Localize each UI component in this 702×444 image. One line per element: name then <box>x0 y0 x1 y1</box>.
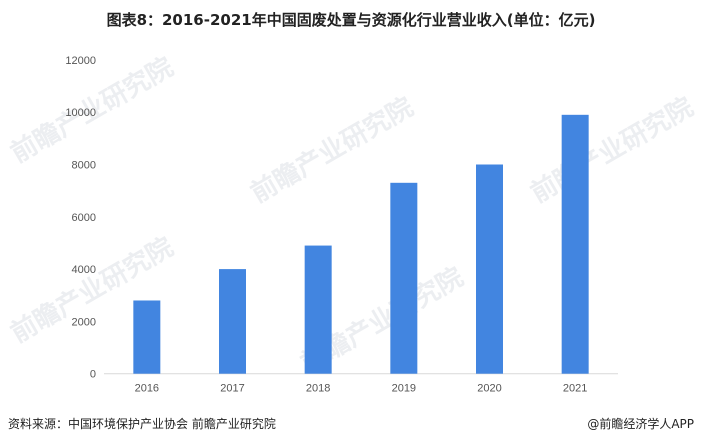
y-tick-label: 4000 <box>72 264 96 276</box>
x-tick-label: 2016 <box>135 383 159 395</box>
x-tick-label: 2017 <box>220 383 244 395</box>
y-tick-label: 0 <box>90 369 96 381</box>
y-tick-label: 8000 <box>72 160 96 172</box>
bar-2020 <box>476 164 503 374</box>
brand-label: @前瞻经济学人APP <box>587 417 694 431</box>
x-tick-label: 2019 <box>392 383 416 395</box>
y-tick-label: 6000 <box>72 212 96 224</box>
x-tick-label: 2018 <box>306 383 330 395</box>
bar-2016 <box>133 300 161 374</box>
source-note: 资料来源：中国环境保护产业协会 前瞻产业研究院 <box>8 417 276 431</box>
y-tick-label: 12000 <box>65 55 96 67</box>
y-tick-label: 10000 <box>65 107 96 119</box>
bar-2019 <box>390 182 418 374</box>
x-tick-label: 2020 <box>477 383 501 395</box>
bar-2017 <box>219 269 246 374</box>
bar-2021 <box>561 114 589 374</box>
y-tick-label: 2000 <box>72 316 96 328</box>
x-tick-label: 2021 <box>563 383 587 395</box>
chart-title: 图表8：2016-2021年中国固废处置与资源化行业营业收入(单位：亿元) <box>106 11 596 29</box>
bar-2018 <box>304 245 332 374</box>
